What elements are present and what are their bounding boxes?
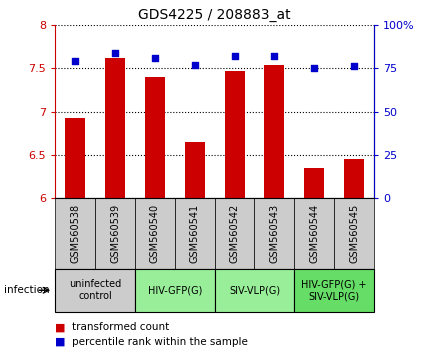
Text: GSM560545: GSM560545 [349,204,359,263]
Bar [255,198,294,269]
Text: ■: ■ [55,322,66,332]
Point [231,53,238,59]
Bar [224,71,244,198]
Text: GSM560544: GSM560544 [309,204,319,263]
Point [351,64,357,69]
Text: GSM560543: GSM560543 [269,204,279,263]
Title: GDS4225 / 208883_at: GDS4225 / 208883_at [138,8,291,22]
Bar [55,269,135,312]
Point [112,50,119,55]
Point [311,65,317,71]
Text: GSM560539: GSM560539 [110,204,120,263]
Bar [135,198,175,269]
Text: GSM560541: GSM560541 [190,204,200,263]
Text: ■: ■ [55,337,66,347]
Bar [304,168,324,198]
Text: uninfected
control: uninfected control [69,279,121,301]
Bar [105,58,125,198]
Text: transformed count: transformed count [72,322,170,332]
Bar [135,269,215,312]
Bar [294,269,374,312]
Text: infection: infection [4,285,50,295]
Bar [334,198,374,269]
Point [151,55,158,61]
Bar [95,198,135,269]
Bar [215,198,255,269]
Text: HIV-GFP(G): HIV-GFP(G) [147,285,202,295]
Point [72,58,79,64]
Text: GSM560542: GSM560542 [230,204,240,263]
Point [271,53,278,59]
Bar [264,65,284,198]
Point [191,62,198,68]
Bar [65,118,85,198]
Text: GSM560538: GSM560538 [70,204,80,263]
Bar [344,159,364,198]
Text: percentile rank within the sample: percentile rank within the sample [72,337,248,347]
Text: HIV-GFP(G) +
SIV-VLP(G): HIV-GFP(G) + SIV-VLP(G) [301,279,367,301]
Bar [185,142,205,198]
Bar [175,198,215,269]
Bar [215,269,294,312]
Bar [55,198,95,269]
Text: SIV-VLP(G): SIV-VLP(G) [229,285,280,295]
Text: GSM560540: GSM560540 [150,204,160,263]
Bar [145,77,165,198]
Bar [294,198,334,269]
